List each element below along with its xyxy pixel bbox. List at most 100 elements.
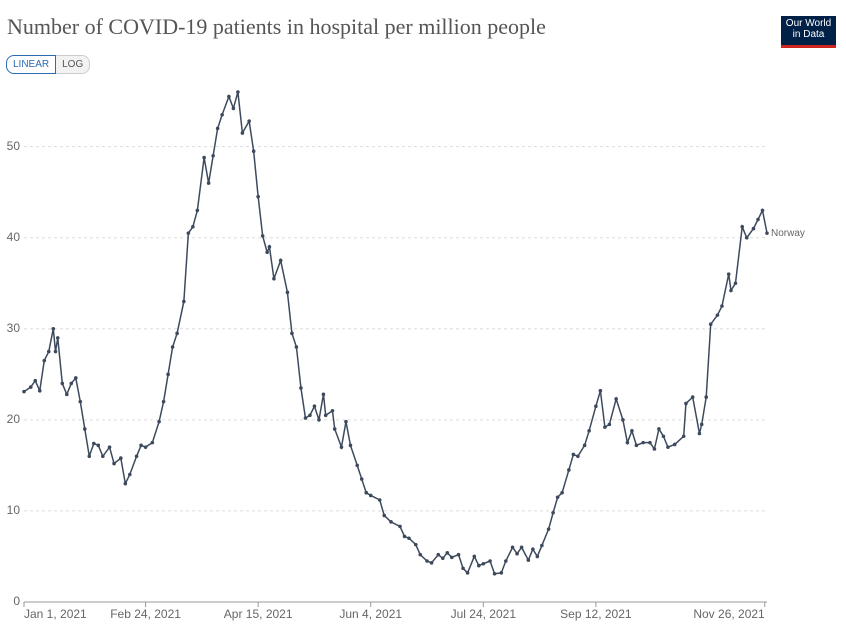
data-point bbox=[560, 490, 564, 495]
data-point bbox=[175, 331, 179, 336]
data-point bbox=[377, 498, 382, 502]
data-point bbox=[690, 395, 695, 399]
data-point bbox=[449, 555, 454, 560]
data-point bbox=[744, 235, 749, 240]
data-point bbox=[488, 559, 492, 563]
data-point bbox=[82, 427, 87, 431]
x-tick-label: Jan 1, 2021 bbox=[24, 607, 87, 621]
data-point bbox=[526, 558, 531, 562]
y-tick-label: 30 bbox=[7, 321, 21, 335]
data-point bbox=[555, 495, 560, 500]
data-point bbox=[46, 349, 51, 354]
data-point bbox=[186, 231, 191, 235]
data-point bbox=[634, 443, 639, 448]
data-point bbox=[294, 345, 299, 349]
data-point bbox=[704, 395, 709, 399]
data-point bbox=[265, 250, 269, 255]
data-point bbox=[594, 404, 598, 408]
data-point bbox=[73, 376, 78, 380]
x-tick-label: Jun 4, 2021 bbox=[339, 607, 402, 621]
data-point bbox=[260, 234, 265, 238]
data-point bbox=[211, 153, 215, 158]
data-point bbox=[382, 513, 387, 518]
data-point bbox=[398, 524, 402, 529]
series-line bbox=[23, 91, 768, 575]
data-point bbox=[472, 554, 477, 559]
data-point bbox=[42, 358, 47, 363]
data-point bbox=[519, 545, 524, 550]
data-point bbox=[607, 422, 612, 427]
data-point bbox=[697, 431, 702, 436]
data-point bbox=[166, 372, 170, 377]
data-point bbox=[236, 90, 240, 94]
data-point bbox=[206, 181, 211, 185]
data-point bbox=[240, 131, 245, 135]
data-point bbox=[227, 94, 231, 99]
data-point bbox=[425, 559, 429, 563]
data-point bbox=[661, 434, 666, 439]
data-point bbox=[96, 443, 101, 448]
data-point bbox=[323, 413, 328, 418]
data-point bbox=[215, 126, 220, 131]
data-point bbox=[729, 288, 733, 293]
data-point bbox=[317, 418, 321, 422]
linear-button[interactable]: LINEAR bbox=[6, 55, 57, 74]
data-point bbox=[60, 381, 65, 386]
data-point bbox=[128, 472, 132, 477]
data-point bbox=[308, 413, 312, 418]
x-tick-label: Sep 12, 2021 bbox=[560, 607, 632, 621]
data-point bbox=[299, 386, 303, 390]
data-point bbox=[657, 427, 661, 431]
data-point bbox=[540, 543, 544, 548]
data-point bbox=[407, 536, 411, 541]
data-point bbox=[355, 463, 360, 468]
data-point bbox=[598, 388, 603, 393]
logo-text: in Data bbox=[792, 29, 825, 40]
data-point bbox=[576, 454, 580, 459]
data-point bbox=[134, 454, 139, 459]
data-point bbox=[567, 468, 571, 472]
data-point bbox=[726, 272, 731, 276]
logo[interactable]: Our World in Data bbox=[781, 16, 836, 48]
data-point bbox=[359, 477, 364, 481]
y-tick-label: 40 bbox=[7, 230, 21, 244]
data-point bbox=[510, 545, 515, 550]
data-point bbox=[461, 566, 465, 571]
data-point bbox=[285, 290, 290, 295]
data-point bbox=[699, 422, 704, 427]
data-point bbox=[708, 322, 713, 327]
x-tick-label: Apr 15, 2021 bbox=[224, 607, 293, 621]
data-point bbox=[481, 561, 486, 566]
log-button[interactable]: LOG bbox=[56, 55, 91, 74]
data-point bbox=[139, 443, 143, 448]
data-point bbox=[587, 428, 591, 433]
data-point bbox=[720, 304, 724, 308]
data-point bbox=[150, 440, 155, 445]
data-point bbox=[652, 447, 657, 451]
data-point bbox=[546, 527, 551, 531]
data-point bbox=[119, 456, 123, 460]
data-point bbox=[69, 381, 74, 386]
data-point bbox=[436, 552, 441, 557]
data-point bbox=[37, 388, 42, 393]
data-point bbox=[78, 399, 83, 404]
data-point bbox=[740, 224, 745, 229]
data-point bbox=[251, 149, 256, 153]
data-point bbox=[202, 155, 206, 160]
data-point bbox=[429, 561, 434, 565]
data-point bbox=[182, 299, 186, 304]
data-point bbox=[465, 571, 470, 575]
data-point bbox=[143, 445, 148, 449]
data-point bbox=[456, 552, 461, 557]
data-point bbox=[603, 425, 607, 429]
data-point bbox=[760, 208, 765, 213]
data-point bbox=[247, 119, 251, 123]
data-point bbox=[170, 345, 175, 349]
data-point bbox=[364, 490, 369, 495]
data-point bbox=[684, 401, 688, 406]
data-point bbox=[312, 404, 317, 408]
data-point bbox=[630, 428, 634, 433]
data-point bbox=[33, 378, 38, 383]
data-point bbox=[418, 552, 423, 557]
